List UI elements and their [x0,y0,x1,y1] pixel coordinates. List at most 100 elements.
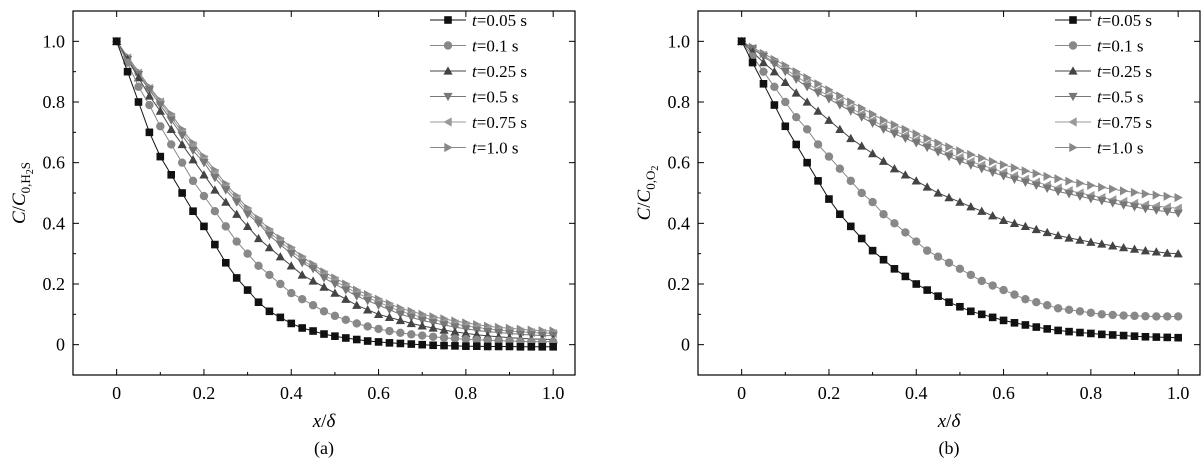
data-point [781,97,790,107]
data-point [1053,304,1063,313]
data-point [232,209,242,218]
data-point [1020,221,1030,231]
data-point [363,322,372,331]
data-point [999,316,1008,325]
data-point [847,97,856,107]
data-point [275,240,285,250]
data-point [286,249,296,259]
data-point [1141,189,1151,199]
data-point [824,152,834,161]
data-point [1152,333,1161,341]
data-point [879,255,888,264]
data-point [998,172,1009,181]
data-point [1097,239,1107,248]
data-point [112,37,121,46]
x-tick-label: 0.2 [193,383,216,403]
data-point [814,177,822,185]
data-point [461,328,471,338]
data-point [944,258,954,267]
data-point [418,331,427,340]
data-point [200,222,208,231]
data-point [483,342,492,351]
legend-item: t=1.0 s [430,139,518,158]
legend-marker [443,41,453,50]
data-point [825,85,834,95]
data-point [134,98,143,106]
data-point [1064,233,1074,242]
y-tick-label: 0.8 [668,92,691,112]
data-point [944,152,954,162]
data-point [1174,333,1182,342]
legend-marker [444,142,453,153]
data-point [352,335,361,344]
data-point [199,170,209,179]
data-point [1064,190,1074,199]
legend-label: t=0.5 s [472,88,518,107]
data-point [759,67,768,76]
data-point [824,95,834,104]
data-point [1032,298,1041,307]
data-point [450,327,460,336]
data-point [145,100,154,110]
data-point [813,140,823,149]
data-point [1010,290,1019,299]
data-point [308,276,318,285]
data-point [1108,331,1117,339]
data-point [1173,209,1183,218]
data-point [341,286,351,295]
y-tick-label: 0.4 [668,213,691,233]
data-point [988,211,998,220]
data-point [384,306,395,315]
y-tick-label: 0 [56,335,65,355]
data-point [396,339,405,348]
data-point [956,146,965,156]
x-tick-label: 0.4 [280,383,303,403]
y-tick-label: 0.4 [43,213,66,233]
data-point [286,261,296,270]
data-point [527,342,536,351]
data-point [1163,333,1172,342]
data-point [319,282,329,291]
x-tick-label: 0 [737,383,746,403]
data-point [254,298,263,306]
legend-marker [443,117,452,127]
data-point [1119,201,1129,210]
data-point [297,294,307,304]
data-point [166,116,176,125]
data-point [977,310,986,319]
x-tick-label: 0 [112,383,121,403]
data-point [287,319,296,328]
data-point [429,341,437,350]
data-point [1129,203,1140,212]
data-point [770,82,779,92]
data-point [428,323,438,332]
data-point [791,75,801,84]
legend-item: t=0.75 s [430,113,527,132]
legend-marker [1068,117,1077,127]
data-point [1042,227,1052,237]
data-point [494,342,503,351]
data-point [836,210,844,219]
data-point [352,300,362,309]
data-point [188,176,198,186]
x-tick-label: 1.0 [1167,383,1190,403]
data-point [461,335,471,344]
data-point [922,246,932,255]
data-point [1021,166,1030,176]
data-point [824,115,834,124]
x-tick-label: 0.4 [905,383,928,403]
y-tick-label: 1.0 [668,31,691,51]
panel-label: (a) [314,438,334,459]
data-point [967,307,975,316]
data-point [857,188,866,198]
data-point [1162,248,1172,257]
data-point [835,164,845,173]
data-point [352,319,361,328]
data-point [769,60,779,69]
data-point [395,315,405,325]
data-point [549,342,557,351]
data-point [1130,311,1139,321]
data-point [276,313,285,322]
data-point [374,324,383,334]
